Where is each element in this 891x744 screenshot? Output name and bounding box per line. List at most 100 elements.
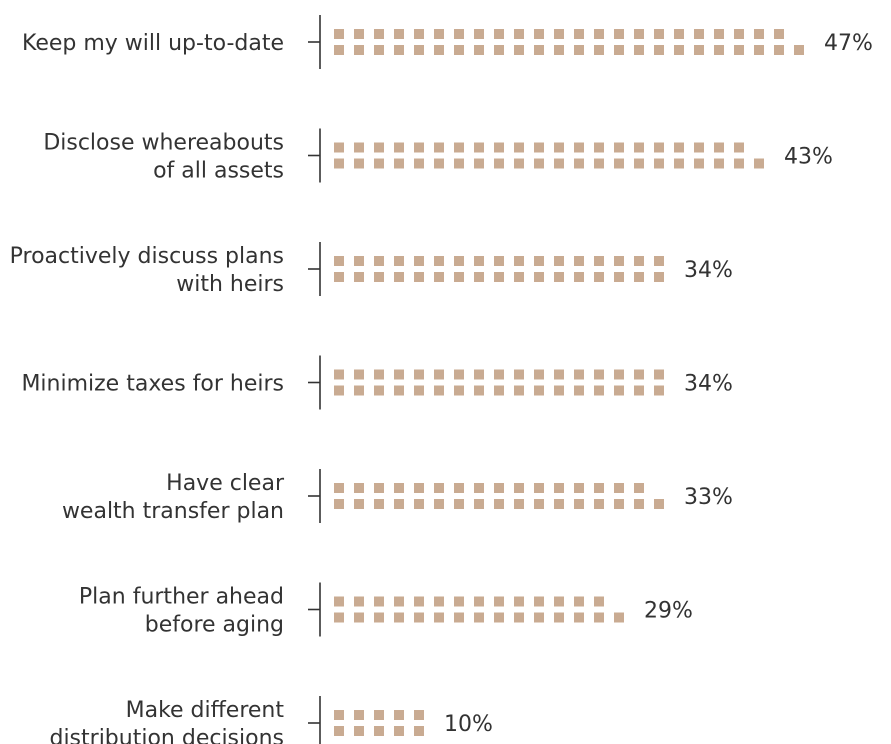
bar-square: [394, 29, 404, 39]
bar-square: [594, 483, 604, 493]
bar-square: [474, 385, 484, 396]
bar-square: [394, 726, 404, 736]
bar-square: [734, 45, 744, 55]
bar-square: [594, 612, 604, 623]
bar-square: [574, 369, 584, 380]
value-label: 34%: [684, 372, 733, 397]
category-label-line: Minimize taxes for heirs: [21, 372, 284, 397]
bar-square: [474, 369, 484, 380]
bar-square: [614, 483, 624, 493]
bar-square: [374, 710, 384, 720]
bar-square: [334, 710, 344, 720]
bar-square: [614, 499, 624, 509]
category-label: Plan further ahead before aging: [79, 585, 284, 638]
bar-square: [334, 483, 344, 493]
bar-square: [434, 158, 444, 169]
bar-square: [414, 45, 424, 55]
bar-square: [394, 158, 404, 169]
bar-square: [554, 499, 564, 509]
bar-square: [474, 612, 484, 623]
bar-square: [594, 369, 604, 380]
bar-square: [734, 158, 744, 169]
bar-square: [474, 29, 484, 39]
bar-square: [494, 369, 504, 380]
bar-square: [374, 158, 384, 169]
bar-square: [334, 158, 344, 169]
bar-square: [634, 369, 644, 380]
bar-square: [614, 256, 624, 266]
category-label-line: with heirs: [176, 272, 284, 297]
bar-square: [414, 710, 424, 720]
bar-square: [334, 499, 344, 509]
bar-square: [434, 369, 444, 380]
bar-square: [654, 369, 664, 380]
bar-square: [354, 29, 364, 39]
bar-square: [594, 256, 604, 266]
bar-square: [494, 142, 504, 153]
bar-square: [354, 142, 364, 153]
bar-square: [334, 726, 344, 736]
bar-square: [394, 499, 404, 509]
bar-square: [334, 272, 344, 282]
bar-square: [594, 499, 604, 509]
category-label: Have clear wealth transfer plan: [62, 471, 285, 524]
bar-square: [374, 726, 384, 736]
bar-square: [774, 45, 784, 55]
bar-square: [454, 483, 464, 493]
bar-square: [354, 45, 364, 55]
bar-square: [334, 385, 344, 396]
bar-square: [534, 499, 544, 509]
bar-square: [414, 385, 424, 396]
bar-square: [354, 385, 364, 396]
bar-square: [414, 726, 424, 736]
bar-square: [574, 142, 584, 153]
bar-square: [374, 612, 384, 623]
bar-square: [374, 29, 384, 39]
bar-square: [334, 45, 344, 55]
bar-square: [354, 369, 364, 380]
bar-square: [414, 29, 424, 39]
bar-square: [414, 483, 424, 493]
chart-row: Proactively discuss plans with heirs 34%: [10, 242, 733, 297]
bar-square: [474, 142, 484, 153]
bar-square: [414, 369, 424, 380]
bar-square: [494, 385, 504, 396]
bar-square: [754, 29, 764, 39]
bar-square: [554, 612, 564, 623]
category-label-line: Keep my will up-to-date: [22, 31, 284, 56]
bar-square: [414, 596, 424, 607]
bar-square: [654, 29, 664, 39]
bar-square: [354, 158, 364, 169]
bar-square: [734, 29, 744, 39]
bar-square: [634, 483, 644, 493]
bar-square: [394, 612, 404, 623]
bar-square: [594, 158, 604, 169]
bar-square: [374, 256, 384, 266]
category-label-line: Disclose whereabouts: [43, 131, 284, 156]
bar-square: [514, 499, 524, 509]
bar-square: [554, 483, 564, 493]
bar-square: [434, 29, 444, 39]
bar-square: [354, 483, 364, 493]
bar-square: [514, 385, 524, 396]
bar-square: [454, 29, 464, 39]
chart-row: Make different distribution decisions 10%: [49, 696, 493, 744]
bar-square: [394, 596, 404, 607]
category-label: Minimize taxes for heirs: [21, 372, 284, 397]
bar-square: [454, 142, 464, 153]
bar-square: [434, 596, 444, 607]
bar-square: [414, 142, 424, 153]
bar-square: [534, 385, 544, 396]
bar-square: [634, 45, 644, 55]
bar-square: [654, 45, 664, 55]
bar-square: [434, 385, 444, 396]
value-label: 47%: [824, 31, 873, 56]
bar-square: [754, 158, 764, 169]
bar-square: [414, 612, 424, 623]
value-label: 29%: [644, 599, 693, 624]
bar-square: [514, 612, 524, 623]
chart-row: Plan further ahead before aging 29%: [79, 582, 693, 638]
bar-square: [394, 256, 404, 266]
bar-square: [414, 256, 424, 266]
